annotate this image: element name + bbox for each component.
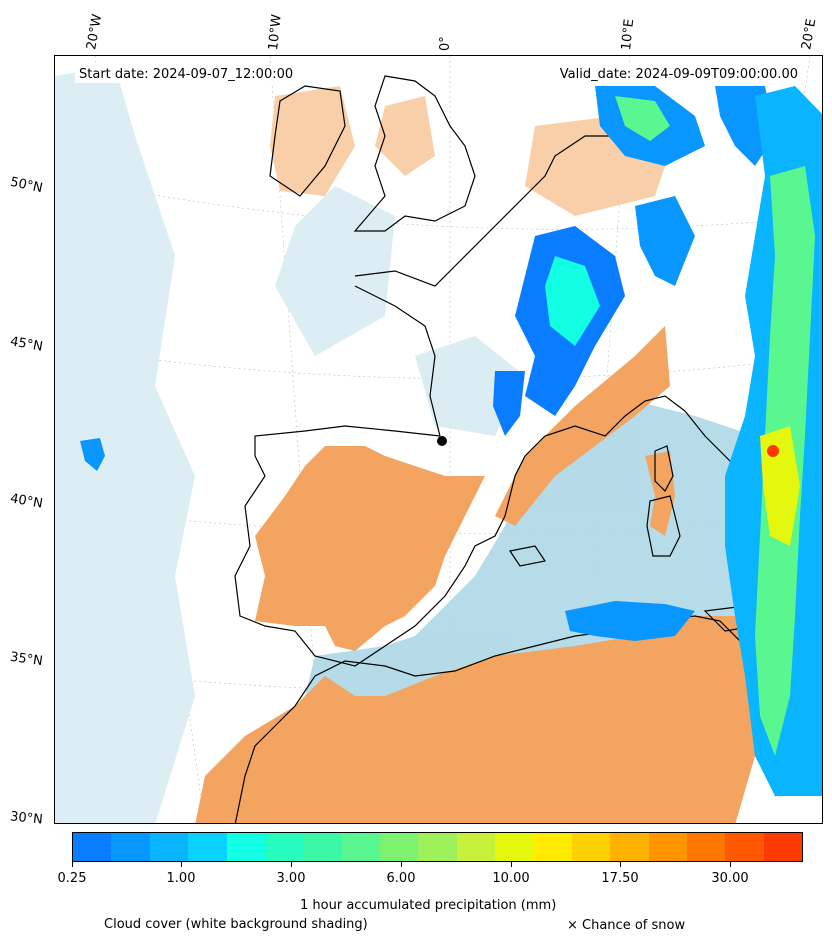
colorbar-tick [72,862,73,867]
lat-label-45n: 45°N [8,334,44,355]
cloud-atlantic-west [55,66,195,823]
colorbar-segment [418,833,457,861]
colorbar-segment [687,833,726,861]
colorbar-segment [456,833,496,861]
dust-france-south [495,326,670,526]
precip-atlantic-spot [80,438,105,471]
colorbar-segment [303,833,342,861]
forecast-map [55,56,822,823]
lat-label-50n: 50°N [8,174,44,197]
colorbar-segment [111,833,150,861]
lon-label-0: 0° [438,36,453,51]
colorbar-segment [648,833,687,861]
precip-north-sea-core [615,96,670,141]
coast-balearics [509,545,546,567]
colorbar-tick-label: 30.00 [711,871,749,886]
colorbar-segment [533,833,572,861]
marker-dot [437,436,447,446]
coast-britain [353,75,476,232]
coast-france [354,135,615,287]
cloud-britain [275,186,395,356]
precip-biscay-spot [493,371,525,436]
coastlines [234,75,806,823]
colorbar-tick [620,862,621,867]
dust-iberia [255,446,485,651]
lat-label-30n: 30°N [9,809,44,828]
lat-label-40n: 40°N [8,491,44,512]
colorbar-tick [401,862,402,867]
colorbar-segment [571,833,611,861]
precipitation-layer [80,86,822,796]
dust-channel-light [375,96,435,176]
colorbar-segment [226,833,265,861]
snow-legend: × Chance of snow [567,918,686,933]
colorbar-segment [73,833,112,861]
colorbar-segment [725,833,764,861]
colorbar-tick [511,862,512,867]
lon-label-10e: 10°E [619,18,638,52]
cloud-cover-legend: Cloud cover (white background shading) [104,917,368,932]
colorbar-label: 1 hour accumulated precipitation (mm) [300,898,557,913]
colorbar-segment [380,833,419,861]
start-date-label: Start date: 2024-09-07_12:00:00 [75,66,298,83]
dust-ireland-light [270,86,355,196]
coast-iberia [234,425,526,667]
dust-north-africa [195,616,755,823]
colorbar-segment [264,833,304,861]
colorbar-tick-label: 6.00 [386,871,416,886]
coast-ireland [269,85,346,197]
lat-label-35n: 35°N [9,649,44,670]
coast-sardinia [646,495,681,557]
colorbar-segment [495,833,534,861]
colorbar-tick [730,862,731,867]
colorbar-tick [291,862,292,867]
colorbar-segment [149,833,189,861]
colorbar-segment [188,833,227,861]
dust-layer [195,86,755,823]
colorbar-tick-label: 0.25 [57,871,87,886]
valid-date-label: Valid_date: 2024-09-09T09:00:00.00 [555,66,802,83]
colorbar-segment [763,833,803,861]
colorbar-tick-label: 10.00 [492,871,530,886]
lon-label-10w: 10°W [266,13,285,52]
colorbar-tick-label: 17.50 [601,871,639,886]
coast-med-france [524,395,686,457]
dust-corsica-sardinia [645,451,675,536]
colorbar-tick-label: 1.00 [166,871,196,886]
colorbar-segment [341,833,380,861]
lon-label-20e: 20°E [799,17,820,52]
precipitation-colorbar [72,832,803,862]
precip-tunisia [565,601,695,641]
colorbar-segment [610,833,649,861]
colorbar-tick-label: 3.00 [276,871,306,886]
colorbar-tick [181,862,182,867]
lon-label-20w: 20°W [84,13,106,52]
precip-france-core [545,256,600,346]
precip-central-europe [635,196,695,286]
map-panel[interactable]: Start date: 2024-09-07_12:00:00 Valid_da… [54,55,823,824]
precip-hotspot [767,445,779,457]
coast-biscay [354,285,441,437]
coast-corsica [654,445,674,492]
